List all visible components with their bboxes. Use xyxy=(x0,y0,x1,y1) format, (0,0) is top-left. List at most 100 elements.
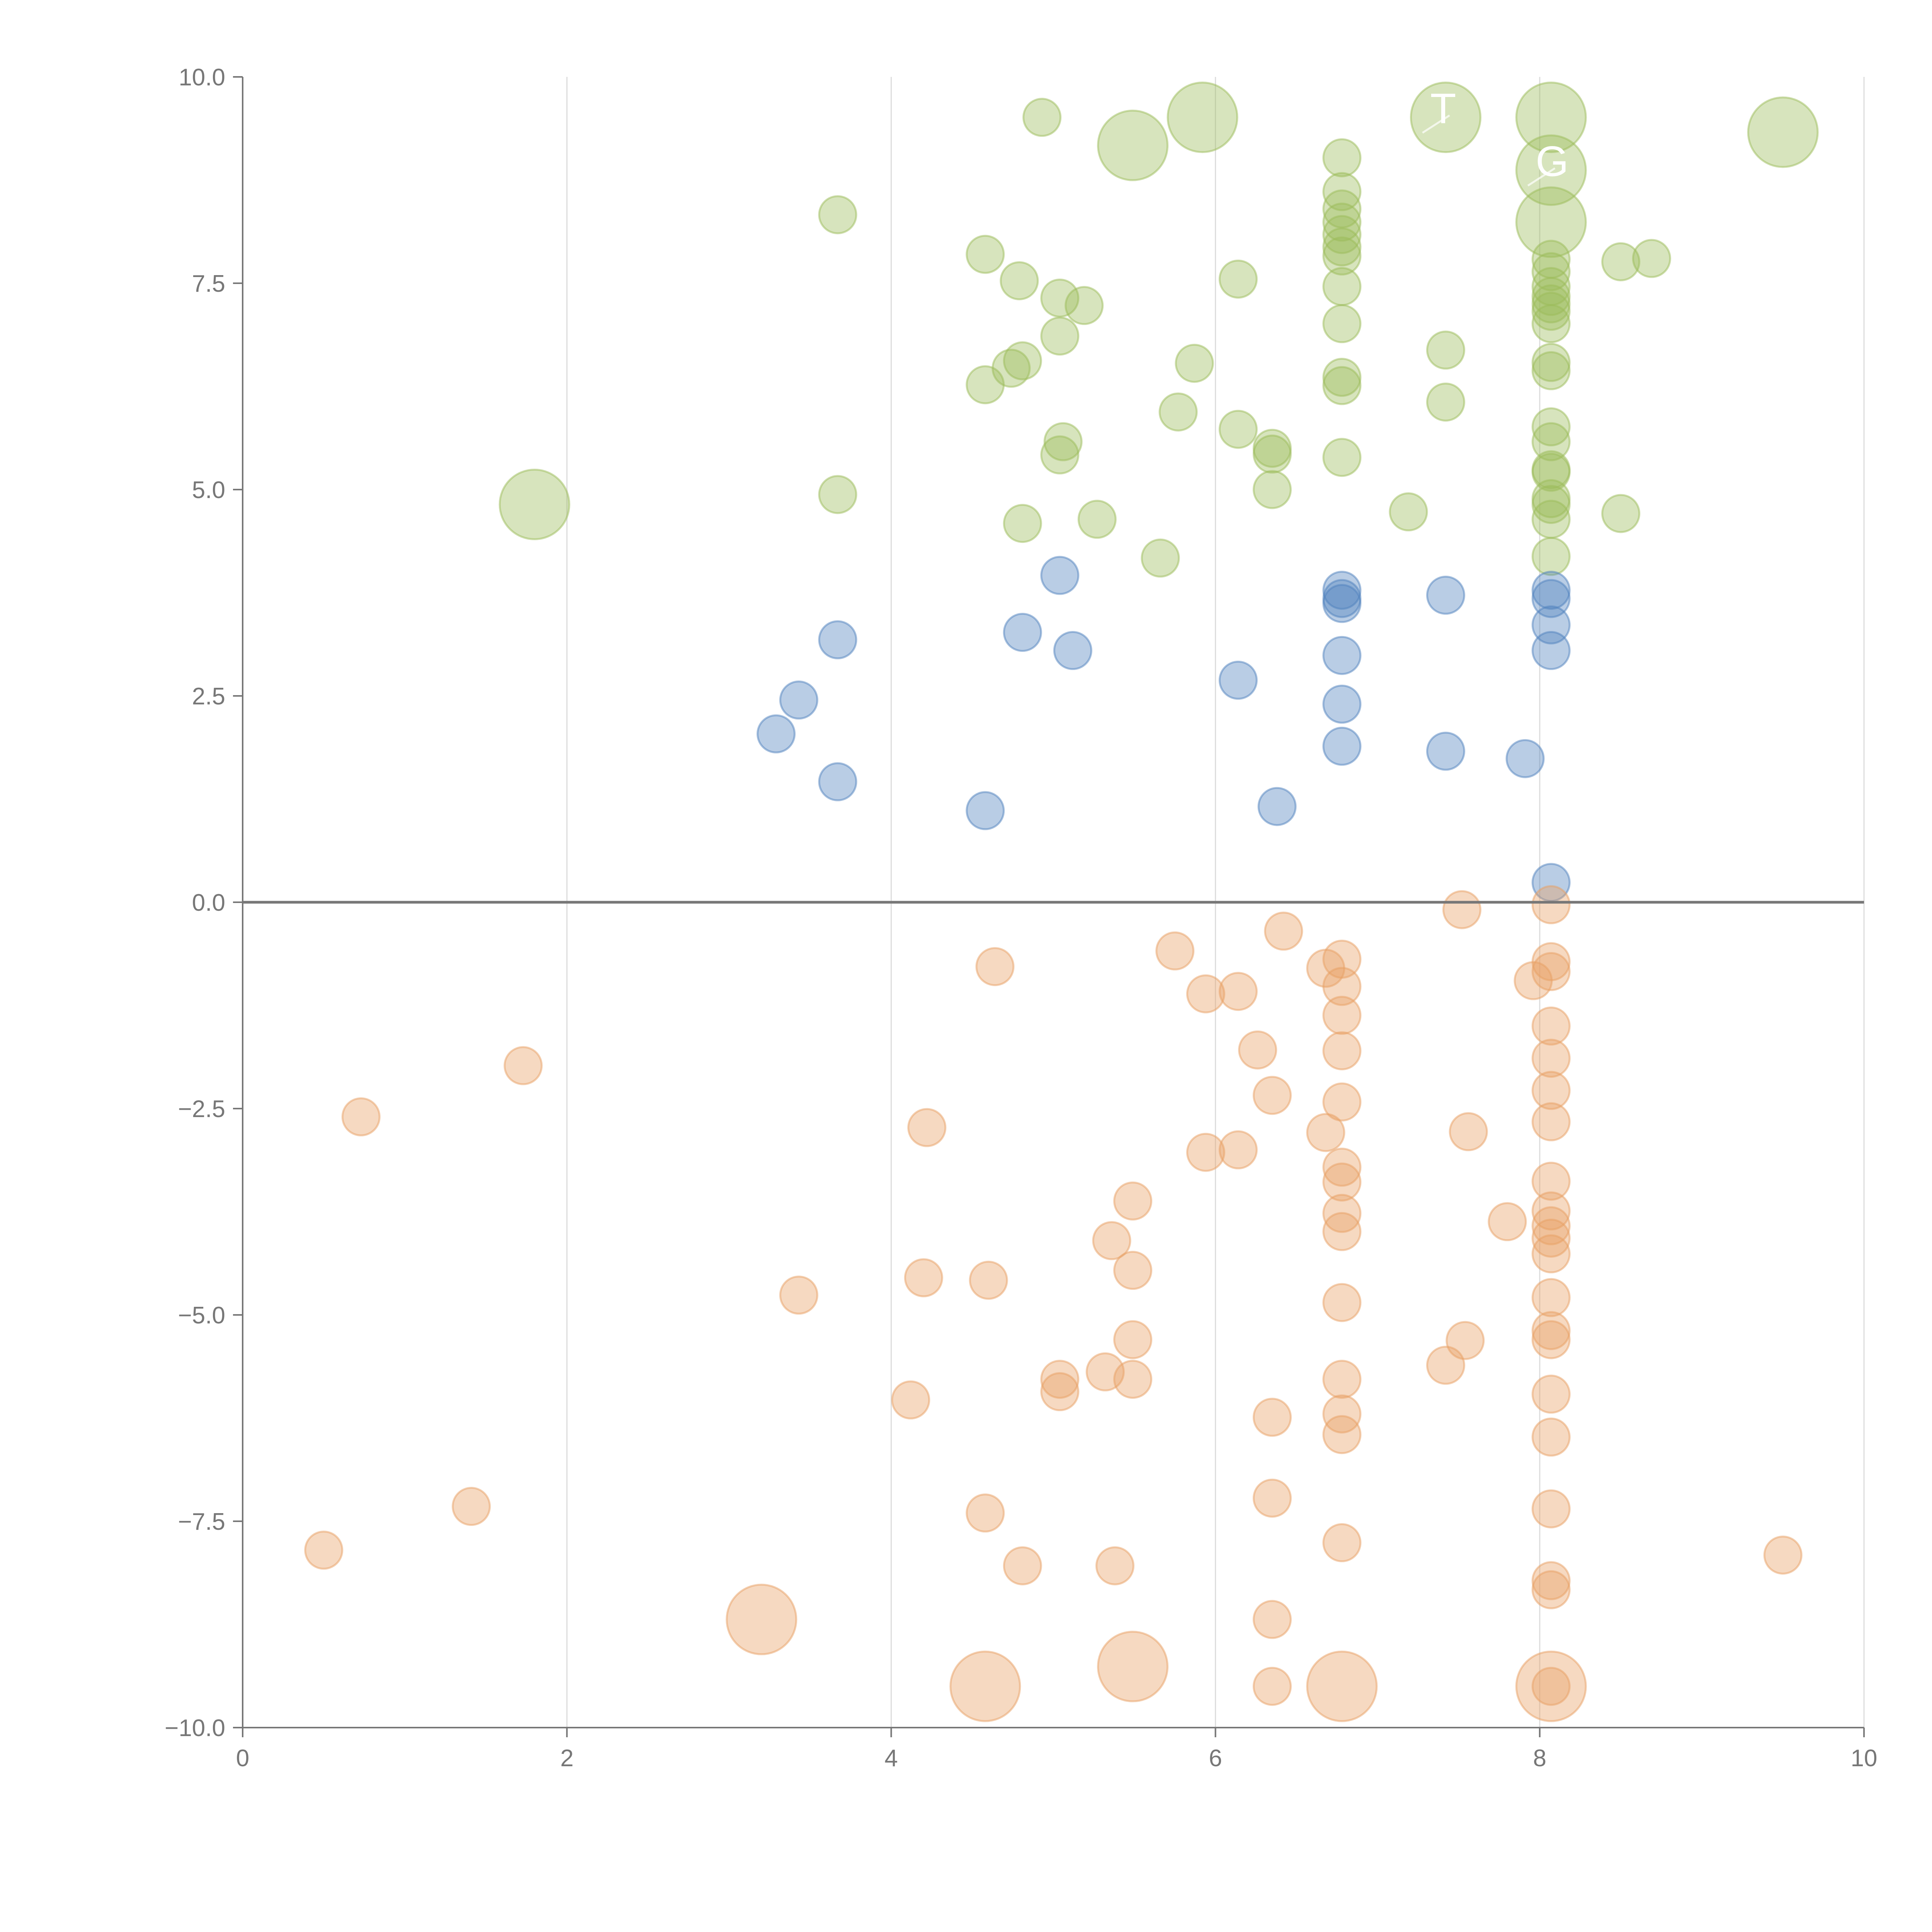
data-point-green xyxy=(1322,236,1362,276)
data-point-orange xyxy=(1531,1218,1571,1258)
annotation-leader-line xyxy=(1527,167,1556,187)
data-point-green xyxy=(1322,172,1362,211)
data-point-orange xyxy=(1097,1631,1169,1702)
data-point-green xyxy=(1003,341,1042,381)
data-point-orange xyxy=(1531,1234,1571,1274)
y-tick-label: −10.0 xyxy=(165,1715,225,1742)
data-point-green xyxy=(1531,500,1571,539)
data-point-orange xyxy=(1322,1162,1362,1202)
x-tick-label: 4 xyxy=(884,1745,898,1772)
data-point-green xyxy=(1022,98,1062,137)
data-point-blue xyxy=(1003,613,1042,652)
y-tick-label: 2.5 xyxy=(192,683,225,710)
data-point-green xyxy=(1065,286,1104,325)
data-point-orange xyxy=(1322,1082,1362,1122)
data-point-orange xyxy=(1531,952,1571,991)
data-point-orange xyxy=(1218,1130,1258,1170)
data-point-blue xyxy=(1040,556,1080,595)
data-point-orange xyxy=(1531,1071,1571,1110)
data-point-orange xyxy=(1218,972,1258,1011)
data-point-orange xyxy=(1264,912,1303,951)
data-point-orange xyxy=(1252,1398,1292,1437)
data-point-green xyxy=(1252,434,1292,474)
data-point-orange xyxy=(1531,1489,1571,1529)
data-point-green xyxy=(1218,410,1258,449)
annotation-leader-line xyxy=(1422,114,1450,134)
data-point-blue xyxy=(1505,739,1545,778)
x-tick-label: 10 xyxy=(1851,1745,1878,1772)
data-point-green xyxy=(1040,316,1080,356)
y-tick-label: −2.5 xyxy=(178,1096,225,1122)
data-point-blue xyxy=(779,680,818,720)
data-point-orange xyxy=(779,1276,818,1315)
data-point-orange xyxy=(1531,1039,1571,1078)
data-point-green xyxy=(1252,470,1292,509)
data-point-orange xyxy=(907,1108,947,1147)
data-point-orange xyxy=(1322,1523,1362,1563)
data-point-green xyxy=(1322,304,1362,344)
data-point-orange xyxy=(1515,1650,1587,1722)
data-point-green xyxy=(1531,537,1571,576)
data-point-green xyxy=(1322,227,1362,267)
data-point-green xyxy=(1322,267,1362,306)
y-tick-label: 5.0 xyxy=(192,477,225,503)
data-point-orange xyxy=(1763,1536,1803,1575)
data-point-orange xyxy=(1531,885,1571,924)
data-point-orange xyxy=(726,1583,798,1655)
x-tick-label: 0 xyxy=(236,1745,249,1772)
data-point-green xyxy=(1322,366,1362,405)
data-point-orange xyxy=(1322,1415,1362,1454)
data-point-blue xyxy=(1322,571,1362,610)
data-point-blue xyxy=(1322,726,1362,766)
data-point-orange xyxy=(1488,1202,1527,1242)
data-point-green xyxy=(1531,343,1571,382)
data-point-green xyxy=(818,475,857,514)
data-point-orange xyxy=(904,1258,943,1298)
data-point-blue xyxy=(1426,731,1465,771)
data-point-orange xyxy=(1113,1360,1153,1399)
data-point-green xyxy=(1515,82,1587,153)
data-point-orange xyxy=(1252,1076,1292,1115)
data-point-orange xyxy=(1113,1251,1153,1290)
data-point-orange xyxy=(1306,1650,1378,1722)
data-point-blue xyxy=(1426,575,1465,615)
data-point-green xyxy=(1003,504,1042,543)
data-point-orange xyxy=(1426,1345,1465,1385)
data-point-orange xyxy=(1531,1191,1571,1231)
data-point-blue xyxy=(1322,636,1362,675)
data-point-orange xyxy=(1322,1148,1362,1187)
data-point-orange xyxy=(1531,1570,1571,1609)
x-tick-label: 6 xyxy=(1209,1745,1222,1772)
data-point-orange xyxy=(1238,1030,1277,1070)
data-point-orange xyxy=(341,1097,381,1136)
data-point-blue xyxy=(1053,631,1092,670)
data-point-orange xyxy=(304,1531,344,1570)
data-point-orange xyxy=(1531,1311,1571,1350)
data-point-orange xyxy=(1322,1394,1362,1434)
x-tick-label: 8 xyxy=(1533,1745,1546,1772)
data-point-green xyxy=(1000,261,1039,301)
y-tick-label: 0.0 xyxy=(192,889,225,916)
data-point-green xyxy=(1531,304,1571,344)
data-point-orange xyxy=(1442,890,1481,929)
data-point-orange xyxy=(1186,1133,1225,1172)
data-point-orange xyxy=(1306,1113,1345,1152)
annotation-label: T xyxy=(1430,85,1456,133)
data-point-orange xyxy=(1531,1374,1571,1414)
data-point-green xyxy=(1531,485,1571,524)
data-point-orange xyxy=(452,1487,491,1526)
data-point-green xyxy=(1426,330,1465,370)
data-point-orange xyxy=(1113,1181,1153,1221)
y-tick-label: 7.5 xyxy=(192,270,225,297)
data-point-orange xyxy=(1095,1546,1134,1585)
data-point-green xyxy=(818,195,857,235)
data-point-green xyxy=(966,235,1005,274)
data-point-green xyxy=(1389,492,1428,532)
data-point-orange xyxy=(1531,1320,1571,1359)
data-point-orange xyxy=(1322,1031,1362,1070)
data-point-orange xyxy=(1155,931,1195,971)
data-point-green xyxy=(1175,344,1214,383)
data-point-orange xyxy=(1040,1360,1080,1399)
data-point-blue xyxy=(1531,571,1571,610)
